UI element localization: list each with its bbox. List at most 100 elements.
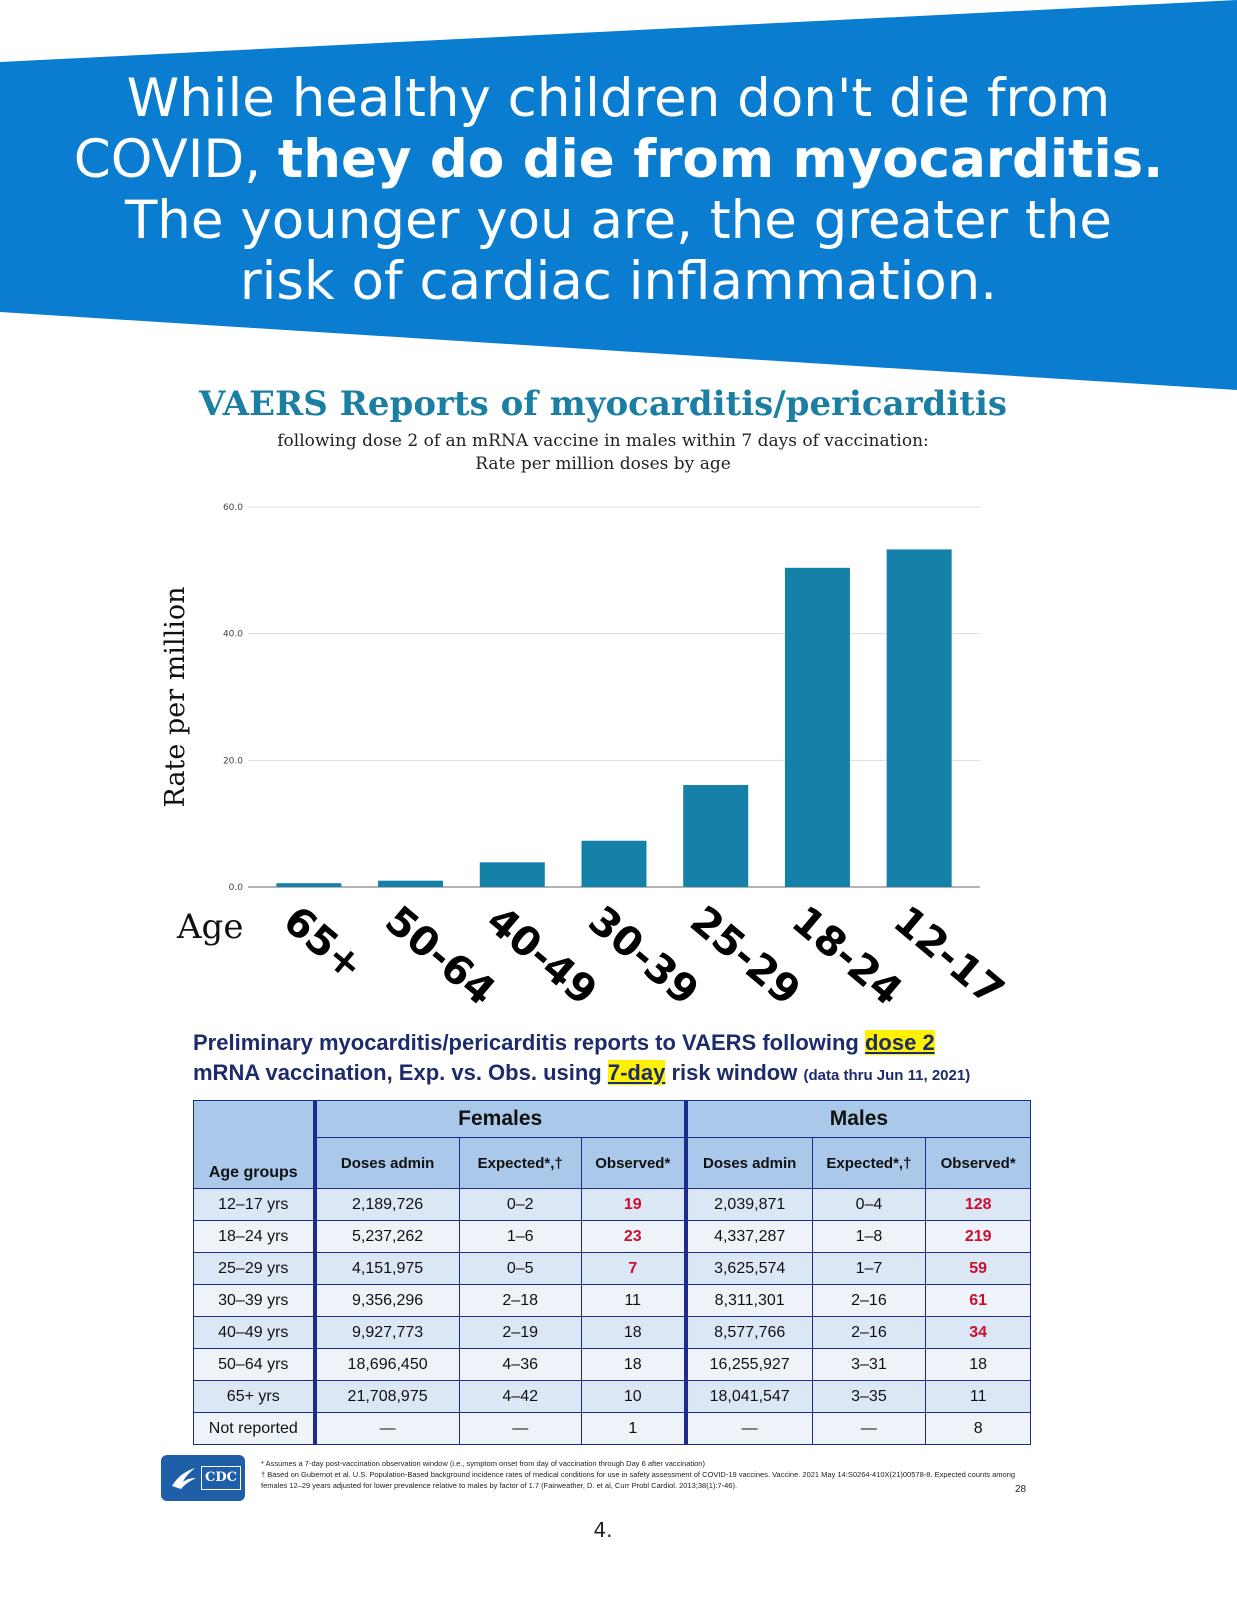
x-tick-label: 18-24 — [783, 897, 911, 1014]
cell-age-group: 30–39 yrs — [192, 1284, 316, 1317]
headline-line-3: The younger you are, the greater the — [124, 190, 1113, 251]
cell-age-group: 18–24 yrs — [192, 1220, 316, 1253]
header-age-groups: Age groups — [192, 1100, 316, 1189]
cell-age-group: Not reported — [192, 1412, 316, 1445]
table-row: 30–39 yrs 9,356,296 2–18 11 8,311,301 2–16 61 — [192, 1284, 1031, 1317]
headline-line-2-bold: they do die from myocarditis. — [277, 129, 1164, 190]
cell-female-observed: 10 — [580, 1380, 687, 1413]
y-tick-label: 60.0 — [223, 503, 243, 513]
hhs-eagle-icon — [172, 1468, 196, 1489]
cell-female-doses: 2,189,726 — [312, 1188, 460, 1221]
bar — [581, 840, 647, 887]
banner-shape — [0, 0, 1237, 390]
table-row: 50–64 yrs 18,696,450 4–36 18 16,255,927 3–31 1… — [192, 1348, 1031, 1381]
headline-text: While healthy children don't die from CO… — [60, 68, 1177, 312]
table-title-highlight-dose: dose 2 — [864, 1030, 935, 1055]
cell-female-doses: 5,237,262 — [312, 1220, 460, 1253]
cell-male-observed: 61 — [925, 1284, 1031, 1317]
chart-subtitle: following dose 2 of an mRNA vaccine in m… — [0, 430, 1206, 476]
headline-line-4: risk of cardiac inflammation. — [239, 251, 998, 312]
cell-age-group: 12–17 yrs — [192, 1188, 316, 1221]
y-axis-label: Rate per million — [160, 587, 191, 808]
table-row: 12–17 yrs 2,189,726 0–2 19 2,039,871 0–4 128 — [192, 1188, 1031, 1221]
headline-line-2: COVID, they do die from myocarditis. — [60, 129, 1177, 190]
chart-subtitle-line-2: Rate per million doses by age — [475, 454, 731, 474]
slide-number: 28 — [1015, 1484, 1027, 1495]
cell-female-observed: 18 — [580, 1348, 687, 1381]
cell-male-expected: 2–16 — [811, 1316, 927, 1349]
cell-male-observed: 34 — [925, 1316, 1031, 1349]
cell-female-expected: 0–5 — [458, 1252, 582, 1285]
cell-female-expected: 1–6 — [458, 1220, 582, 1253]
cell-male-expected: 1–7 — [811, 1252, 927, 1285]
x-tick-label: 65+ — [274, 897, 372, 990]
cell-male-expected: 3–35 — [811, 1380, 927, 1413]
table-title-part-1: Preliminary myocarditis/pericarditis rep… — [193, 1030, 865, 1055]
header-female-expected: Expected*,† — [458, 1137, 582, 1189]
cell-female-expected: 4–36 — [458, 1348, 582, 1381]
header-females: Females — [312, 1100, 687, 1138]
footnote-1: * Assumes a 7-day post-vaccination obser… — [261, 1459, 705, 1468]
bar — [276, 883, 342, 887]
cell-female-expected: 2–18 — [458, 1284, 582, 1317]
bar — [886, 549, 952, 887]
x-tick-label: 40-49 — [478, 897, 606, 1014]
bar — [479, 862, 545, 887]
y-tick-label: 0.0 — [229, 883, 244, 893]
headline-banner: While healthy children don't die from CO… — [0, 0, 1237, 400]
cell-male-doses: — — [683, 1412, 813, 1445]
x-tick-label: 30-39 — [580, 897, 708, 1014]
table-title-highlight-days: 7-day — [607, 1060, 666, 1085]
cell-age-group: 40–49 yrs — [192, 1316, 316, 1349]
y-tick-label: 20.0 — [223, 756, 243, 766]
page-number: 4. — [593, 1518, 613, 1542]
chart-subtitle-line-1: following dose 2 of an mRNA vaccine in m… — [277, 431, 929, 451]
header-male-observed: Observed* — [925, 1137, 1031, 1189]
cell-female-doses: 9,356,296 — [312, 1284, 460, 1317]
x-tick-label: 50-64 — [376, 897, 504, 1014]
cell-male-doses: 8,311,301 — [683, 1284, 813, 1317]
cell-female-observed: 7 — [580, 1252, 687, 1285]
table-title-part-2: mRNA vaccination, Exp. vs. Obs. using — [193, 1060, 608, 1085]
x-tick-label: 12-17 — [885, 897, 1013, 1014]
cell-female-doses: 21,708,975 — [312, 1380, 460, 1413]
cell-male-expected: 3–31 — [811, 1348, 927, 1381]
cell-female-doses: — — [312, 1412, 460, 1445]
cell-female-doses: 4,151,975 — [312, 1252, 460, 1285]
headline-line-2-normal: COVID, — [73, 129, 278, 190]
chart-title: VAERS Reports of myocarditis/pericarditi… — [198, 384, 1007, 424]
table-row: 25–29 yrs 4,151,975 0–5 7 3,625,574 1–7 59 — [192, 1252, 1031, 1285]
cell-male-observed: 8 — [925, 1412, 1031, 1445]
cell-female-observed: 19 — [580, 1188, 687, 1221]
cell-female-expected: — — [458, 1412, 582, 1445]
cell-female-observed: 11 — [580, 1284, 687, 1317]
cell-male-doses: 18,041,547 — [683, 1380, 813, 1413]
cell-age-group: 65+ yrs — [192, 1380, 316, 1413]
table-title-part-3: risk window — [665, 1060, 804, 1085]
header-male-expected: Expected*,† — [811, 1137, 927, 1189]
table-title-date-note: (data thru Jun 11, 2021) — [803, 1067, 971, 1084]
bar — [784, 567, 850, 887]
cell-female-observed: 1 — [580, 1412, 687, 1445]
cell-male-observed: 128 — [925, 1188, 1031, 1221]
cell-age-group: 25–29 yrs — [192, 1252, 316, 1285]
table-row: 65+ yrs 21,708,975 4–42 10 18,041,547 3–35 11 — [192, 1380, 1031, 1413]
cell-age-group: 50–64 yrs — [192, 1348, 316, 1381]
header-male-doses: Doses admin — [683, 1137, 813, 1189]
cdc-logo-text: CDC — [201, 1466, 241, 1490]
cell-female-doses: 18,696,450 — [312, 1348, 460, 1381]
cell-female-expected: 4–42 — [458, 1380, 582, 1413]
table-title: Preliminary myocarditis/pericarditis rep… — [193, 1028, 1033, 1091]
cell-male-observed: 219 — [925, 1220, 1031, 1253]
cell-female-doses: 9,927,773 — [312, 1316, 460, 1349]
table-row: 18–24 yrs 5,237,262 1–6 23 4,337,287 1–8 219 — [192, 1220, 1031, 1253]
bar — [378, 880, 444, 887]
header-female-doses: Doses admin — [312, 1137, 460, 1189]
bar-chart: 0.0 20.0 40.0 60.0 65+ 50-6440-4930-3925-2918… — [160, 503, 1013, 1015]
header-female-observed: Observed* — [580, 1137, 687, 1189]
cell-male-doses: 4,337,287 — [683, 1220, 813, 1253]
cdc-logo: CDC — [161, 1455, 245, 1501]
cell-male-expected: 0–4 — [811, 1188, 927, 1221]
cell-male-observed: 59 — [925, 1252, 1031, 1285]
footnotes: * Assumes a 7-day post-vaccination obser… — [261, 1458, 1021, 1491]
